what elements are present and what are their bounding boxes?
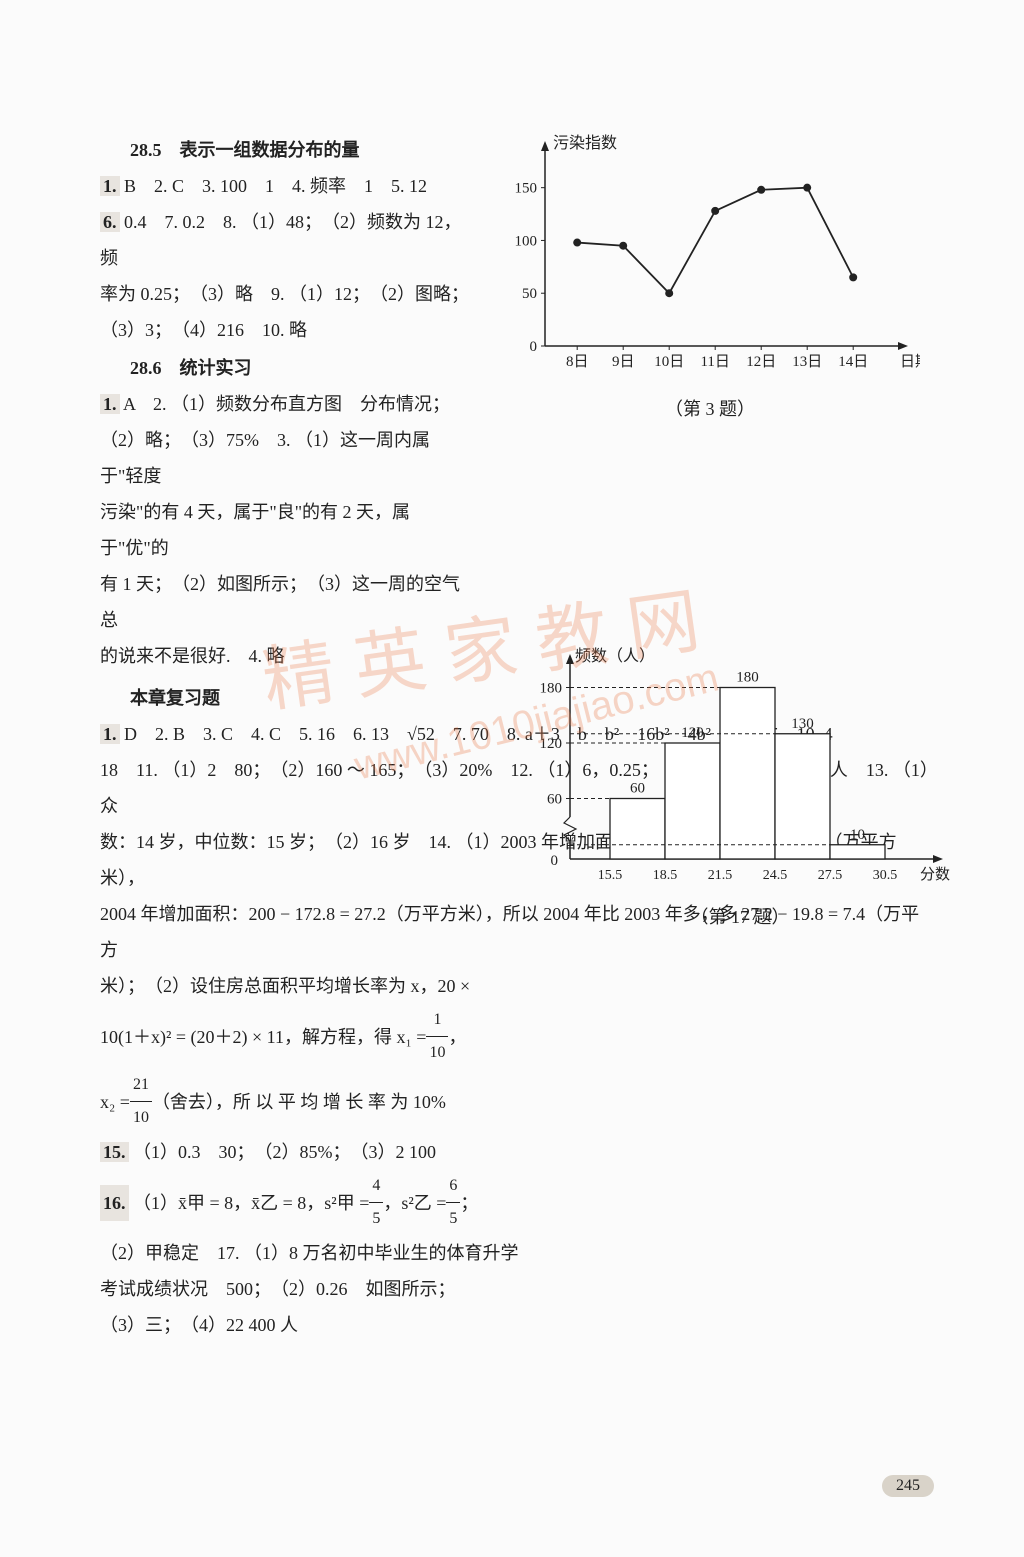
answer-text: B 2. C 3. 100 1 4. 频率 1 5. 12 [124,176,427,196]
answer-text: 10(1＋x)² = (20＋2) × 11，解方程，得 x₁ = [100,1019,426,1055]
review-left-col: 10(1＋x)² = (20＋2) × 11，解方程，得 x₁ = 1 10 ，… [100,1004,530,1343]
svg-text:60: 60 [630,781,645,797]
svg-text:180: 180 [736,670,759,686]
chart-q3: 污染指数 0 50 100 150 8日 9日 10日 11日 12日 13日 14日 日期 （第 3 … [500,126,920,421]
answer-text: 率为 0.25； （3）略 9. （1）12； （2）图略； [100,284,469,304]
svg-text:10日: 10日 [654,354,684,370]
chart-caption: （第 17 题） [520,903,960,929]
fraction-num: 21 [133,1069,149,1101]
qnum: 1. [100,176,120,196]
svg-text:100: 100 [515,233,538,249]
svg-text:21.5: 21.5 [708,868,733,883]
svg-text:150: 150 [515,181,538,197]
answer-text: （3）三； （4）22 400 人 [100,1315,298,1335]
answer-text: （1）0.3 30； （2）85%； （3）2 100 [133,1142,436,1162]
svg-text:8日: 8日 [566,354,589,370]
svg-text:0: 0 [551,853,559,869]
svg-text:27.5: 27.5 [818,868,843,883]
answer-text: 有 1 天； （2）如图所示； （3）这一周的空气总 [100,574,460,630]
svg-text:130: 130 [791,716,814,732]
fraction-num: 1 [433,1004,441,1036]
answer-text: x₂ = [100,1084,130,1120]
qnum: 16. [100,1185,129,1221]
svg-text:11日: 11日 [700,354,729,370]
svg-text:日期: 日期 [900,353,920,370]
svg-text:18.5: 18.5 [653,868,678,883]
svg-text:0: 0 [530,339,538,355]
svg-text:9日: 9日 [612,354,635,370]
answer-text: （舍去），所 以 平 均 增 长 率 为 10% [152,1084,446,1120]
section-286-answers: 1. A 2. （1）频数分布直方图 分布情况； （2）略； （3）75% 3.… [100,386,470,674]
svg-text:24.5: 24.5 [763,868,788,883]
fraction-num: 4 [372,1170,380,1202]
fraction-den: 5 [372,1203,380,1235]
qnum: 1. [100,724,120,744]
answer-text: （2）略； （3）75% 3. （1）这一周内属于"轻度 [100,430,430,486]
svg-text:14日: 14日 [838,354,868,370]
svg-text:13日: 13日 [792,354,822,370]
answer-text: 考试成绩状况 500； （2）0.26 如图所示； [100,1279,456,1299]
fraction-den: 5 [449,1203,457,1235]
qnum: 15. [100,1142,129,1162]
svg-text:180: 180 [540,681,563,697]
answer-text: 污染"的有 4 天，属于"良"的有 2 天，属于"优"的 [100,502,410,558]
answer-text: 米）； （2）设住房总面积平均增长率为 x，20 × [100,976,470,996]
answer-text: （1）x̄甲 = 8，x̄乙 = 8，s²甲 = [133,1185,369,1221]
chart-q17: 频数（人） 60 120 180 0 60 120 180 130 10 15.5 18.5 21.5 2… [520,634,960,929]
fraction-den: 10 [429,1037,445,1069]
svg-text:污染指数: 污染指数 [553,134,617,152]
page-number: 245 [882,1475,934,1497]
answer-text: （3）3； （4）216 10. 略 [100,320,307,340]
svg-text:频数（人）: 频数（人） [575,647,655,665]
svg-text:12日: 12日 [746,354,776,370]
svg-text:120: 120 [540,736,563,752]
svg-text:50: 50 [522,286,537,302]
page-content: 28.5 表示一组数据分布的量 1. B 2. C 3. 100 1 4. 频率… [100,136,934,1343]
fraction-den: 10 [133,1102,149,1134]
answer-text: ； [460,1185,478,1221]
answer-text: ， [448,1019,466,1055]
qnum: 6. [100,212,120,232]
svg-text:60: 60 [547,792,562,808]
answer-text: 0.4 7. 0.2 8. （1）48； （2）频数为 12，频 [100,212,462,268]
svg-text:分数（分）: 分数（分） [920,866,960,883]
svg-text:30.5: 30.5 [873,868,898,883]
svg-text:15.5: 15.5 [598,868,623,883]
chart-caption: （第 3 题） [500,395,920,421]
answer-text: ，s²乙 = [383,1185,446,1221]
qnum: 1. [100,394,120,414]
fraction-num: 6 [449,1170,457,1202]
svg-text:10: 10 [850,827,865,843]
section-285-answers: 1. B 2. C 3. 100 1 4. 频率 1 5. 12 6. 0.4 … [100,168,470,348]
svg-text:120: 120 [681,725,704,741]
answer-text: （2）甲稳定 17. （1）8 万名初中毕业生的体育升学 [100,1243,519,1263]
answer-text: A 2. （1）频数分布直方图 分布情况； [123,394,450,414]
answer-text: 的说来不是很好. 4. 略 [100,646,285,666]
